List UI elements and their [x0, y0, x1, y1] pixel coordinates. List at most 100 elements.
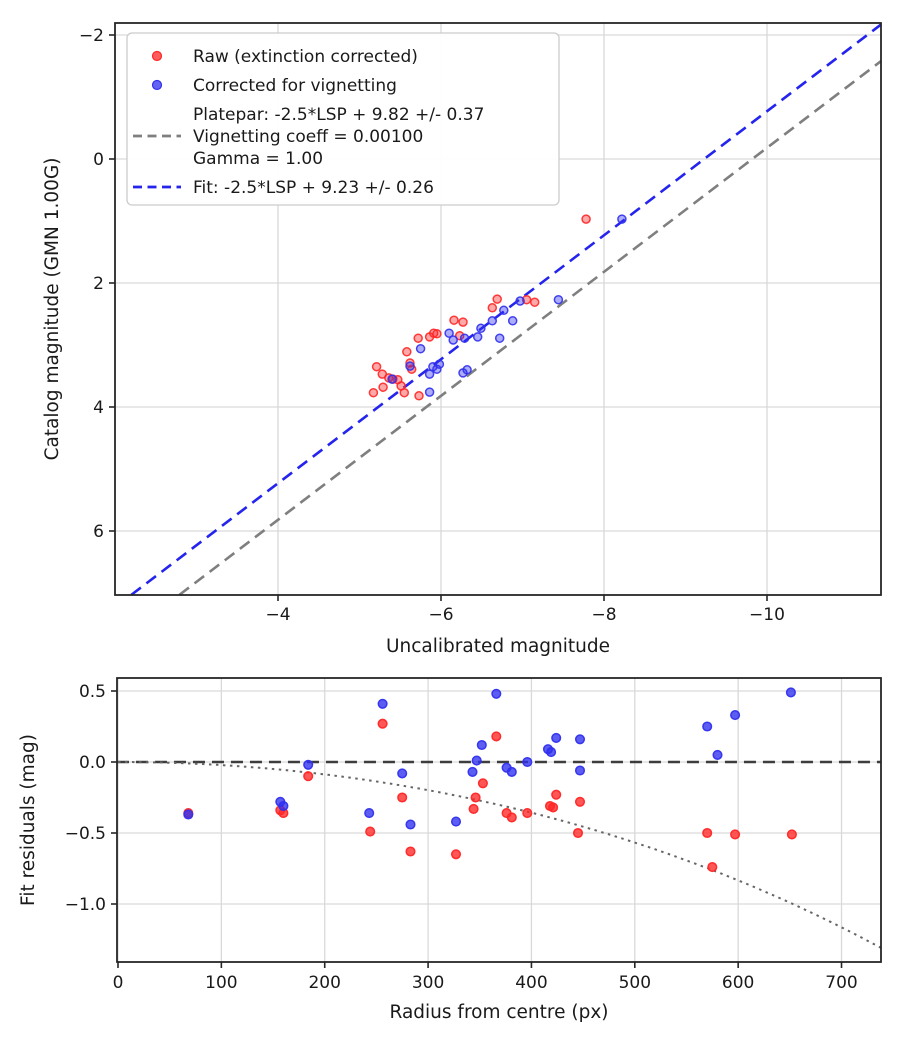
y-tick-label: 6	[93, 522, 104, 542]
x-tick-label: 700	[825, 973, 857, 993]
data-point	[414, 391, 424, 401]
data-point	[515, 296, 525, 306]
data-point	[454, 330, 465, 341]
data-point	[730, 710, 741, 721]
data-point	[553, 294, 564, 305]
fit-residuals-plot: 0 100 200 300 400 500 600 700 0.5 0.0 −0.5 −1.0	[65, 677, 882, 993]
data-point	[472, 332, 483, 342]
data-point	[617, 214, 627, 224]
data-point	[399, 387, 410, 398]
legend-label: Raw (extinction corrected)	[193, 47, 418, 67]
data-point	[492, 294, 502, 304]
data-point	[449, 315, 459, 325]
legend-marker-icon	[151, 79, 163, 91]
data-point	[444, 328, 454, 338]
data-point	[415, 343, 426, 354]
data-point	[432, 329, 442, 339]
data-point	[702, 827, 713, 839]
data-point	[522, 756, 533, 768]
data-point	[522, 808, 533, 819]
data-point	[712, 749, 723, 760]
data-point	[397, 792, 408, 803]
x-tick-label: 100	[205, 973, 237, 993]
data-point	[368, 387, 379, 398]
data-point	[491, 731, 502, 742]
data-point	[786, 829, 797, 840]
x-tick-label: 200	[308, 973, 340, 993]
top-xaxis-label: Uncalibrated magnitude	[386, 636, 610, 657]
y-tick-label: −1.0	[65, 895, 106, 915]
bottom-yaxis-label: Fit residuals (mag)	[18, 734, 39, 906]
data-point	[707, 862, 718, 873]
x-tick-label: −10	[749, 605, 785, 625]
data-point	[581, 214, 591, 224]
fit-line	[130, 23, 882, 596]
scatter-series	[183, 687, 796, 830]
axes-spines	[116, 677, 882, 963]
data-point	[183, 809, 194, 820]
data-point	[507, 316, 518, 326]
data-point	[477, 778, 488, 789]
x-tick-label: −8	[591, 605, 616, 625]
data-point	[448, 335, 458, 345]
legend-label: Fit: -2.5*LSP + 9.23 +/- 0.26	[193, 178, 434, 198]
data-point	[471, 755, 482, 766]
y-tick-label: 0.0	[79, 753, 106, 773]
data-point	[506, 766, 517, 777]
data-point	[468, 803, 479, 814]
data-point	[432, 364, 442, 374]
y-tick-label: 0.5	[79, 682, 106, 702]
x-tick-label: 500	[619, 973, 651, 993]
data-point	[574, 765, 586, 776]
scatter-series	[183, 718, 797, 873]
x-tick-label: 600	[722, 973, 754, 993]
y-tick-label: 2	[93, 274, 104, 294]
data-point	[434, 359, 445, 369]
data-point	[405, 819, 416, 830]
x-tick-label: −4	[265, 605, 290, 625]
x-tick-label: −6	[428, 605, 453, 625]
data-point	[470, 792, 481, 803]
data-point	[702, 721, 713, 732]
tick-marks: −4 −6 −8 −10 −2 0 2 4 6	[79, 26, 785, 625]
axes-spines	[114, 22, 882, 596]
data-point	[499, 305, 509, 316]
data-point	[574, 734, 586, 745]
data-point	[491, 688, 502, 699]
data-point	[476, 739, 487, 751]
data-point	[785, 687, 796, 698]
data-point	[730, 829, 741, 840]
data-point	[278, 800, 289, 812]
y-tick-label: −0.5	[65, 824, 106, 844]
data-point	[397, 768, 408, 779]
scatter-series	[387, 214, 627, 397]
data-point	[487, 316, 498, 326]
data-point	[459, 333, 470, 343]
data-point	[365, 826, 376, 837]
data-point	[548, 802, 559, 813]
data-point	[371, 361, 382, 372]
scatter-series	[368, 214, 591, 401]
data-point	[387, 374, 397, 384]
data-point	[364, 808, 375, 819]
data-point	[450, 816, 462, 827]
data-point	[494, 333, 505, 343]
top-yaxis-label: Catalog magnitude (GMN 1.00G)	[42, 158, 63, 461]
data-point	[572, 827, 584, 839]
magnitude-fit-plot: −4 −6 −8 −10 −2 0 2 4 6 Raw (extinction corrected…	[79, 22, 882, 625]
y-tick-label: 0	[93, 150, 104, 170]
data-point	[303, 771, 314, 782]
data-point	[377, 718, 388, 729]
data-point	[574, 796, 586, 807]
data-point	[551, 732, 562, 743]
tick-marks: 0 100 200 300 400 500 600 700 0.5 0.0 −0.5 −1.0	[65, 682, 858, 993]
fit-line	[178, 60, 882, 596]
x-tick-label: 400	[515, 973, 547, 993]
data-point	[551, 789, 562, 800]
data-point	[458, 317, 468, 327]
legend-label: Platepar: -2.5*LSP + 9.82 +/- 0.37	[193, 105, 484, 125]
y-tick-label: −2	[79, 26, 104, 46]
data-point	[506, 812, 517, 823]
